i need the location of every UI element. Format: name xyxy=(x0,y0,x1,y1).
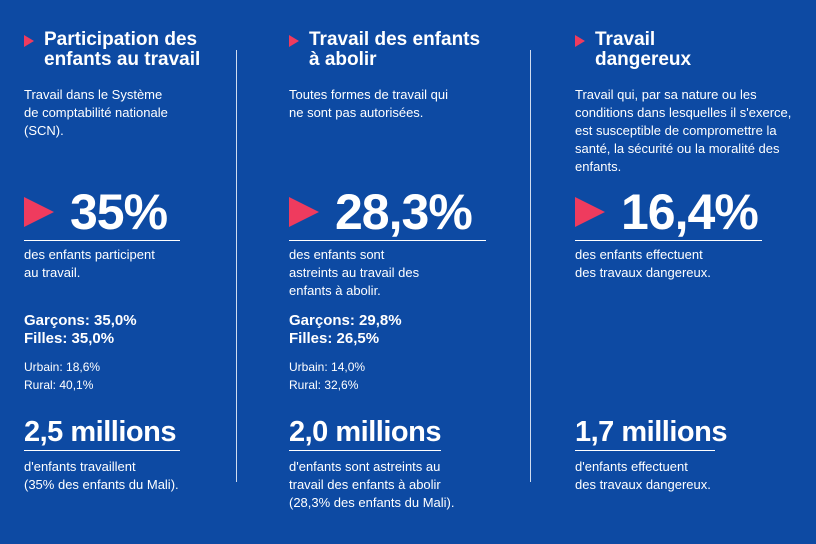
percent-stat: 35% xyxy=(24,184,168,240)
area-breakdown: Urbain: 14,0% Rural: 32,6% xyxy=(289,358,365,394)
column-heading: Travail des enfants à abolir xyxy=(289,30,489,70)
millions-value: 2,0 millions xyxy=(289,416,441,448)
triangle-arrow-icon xyxy=(24,197,54,227)
column-description: Travail qui, par sa nature ou les condit… xyxy=(575,87,792,174)
girls-stat: Filles: 35,0% xyxy=(24,330,115,347)
triangle-arrow-icon xyxy=(575,197,605,227)
triangle-arrow-icon xyxy=(289,197,319,227)
millions-underline xyxy=(575,450,715,451)
millions-underline xyxy=(24,450,180,451)
triangle-bullet-icon xyxy=(24,35,34,47)
column-heading: Travail dangereux xyxy=(575,30,775,70)
urban-stat: Urbain: 18,6% xyxy=(24,360,101,374)
boys-stat: Garçons: 35,0% xyxy=(24,312,137,329)
millions-description: d'enfants sont astreints au travail des … xyxy=(289,459,455,510)
triangle-bullet-icon xyxy=(289,35,299,47)
millions-description: d'enfants effectuent des travaux dangere… xyxy=(575,459,711,492)
stat-underline xyxy=(575,240,762,241)
millions-underline xyxy=(289,450,441,451)
rural-stat: Rural: 40,1% xyxy=(24,378,94,392)
column-title: Travail des enfants à abolir xyxy=(309,29,481,70)
column-description: Toutes formes de travail qui ne sont pas… xyxy=(289,87,448,120)
percent-stat: 28,3% xyxy=(289,184,473,240)
stat-underline xyxy=(289,240,486,241)
percent-description: des enfants effectuent des travaux dange… xyxy=(575,247,711,280)
millions-value: 2,5 millions xyxy=(24,416,176,448)
percent-description: des enfants sont astreints au travail de… xyxy=(289,247,420,298)
percent-stat: 16,4% xyxy=(575,184,759,240)
column-title: Participation des enfants au travail xyxy=(44,29,201,70)
column-description: Travail dans le Système de comptabilité … xyxy=(24,87,168,138)
gender-breakdown: Garçons: 29,8% Filles: 26,5% xyxy=(289,312,402,348)
column-travail-a-abolir: Travail des enfants à abolir Toutes form… xyxy=(289,0,499,544)
column-title: Travail dangereux xyxy=(595,29,692,70)
percent-value: 28,3% xyxy=(335,184,473,240)
column-divider xyxy=(530,50,531,482)
girls-stat: Filles: 26,5% xyxy=(289,330,380,347)
percent-description: des enfants participent au travail. xyxy=(24,247,155,280)
column-divider xyxy=(236,50,237,482)
percent-value: 35% xyxy=(70,184,168,240)
area-breakdown: Urbain: 18,6% Rural: 40,1% xyxy=(24,358,100,394)
column-heading: Participation des enfants au travail xyxy=(24,30,224,70)
gender-breakdown: Garçons: 35,0% Filles: 35,0% xyxy=(24,312,137,348)
column-participation: Participation des enfants au travail Tra… xyxy=(24,0,224,544)
rural-stat: Rural: 32,6% xyxy=(289,378,359,392)
boys-stat: Garçons: 29,8% xyxy=(289,312,402,329)
urban-stat: Urbain: 14,0% xyxy=(289,360,366,374)
stat-underline xyxy=(24,240,180,241)
millions-description: d'enfants travaillent (35% des enfants d… xyxy=(24,459,179,492)
column-travail-dangereux: Travail dangereux Travail qui, par sa na… xyxy=(575,0,805,544)
triangle-bullet-icon xyxy=(575,35,585,47)
percent-value: 16,4% xyxy=(621,184,759,240)
millions-value: 1,7 millions xyxy=(575,416,727,448)
